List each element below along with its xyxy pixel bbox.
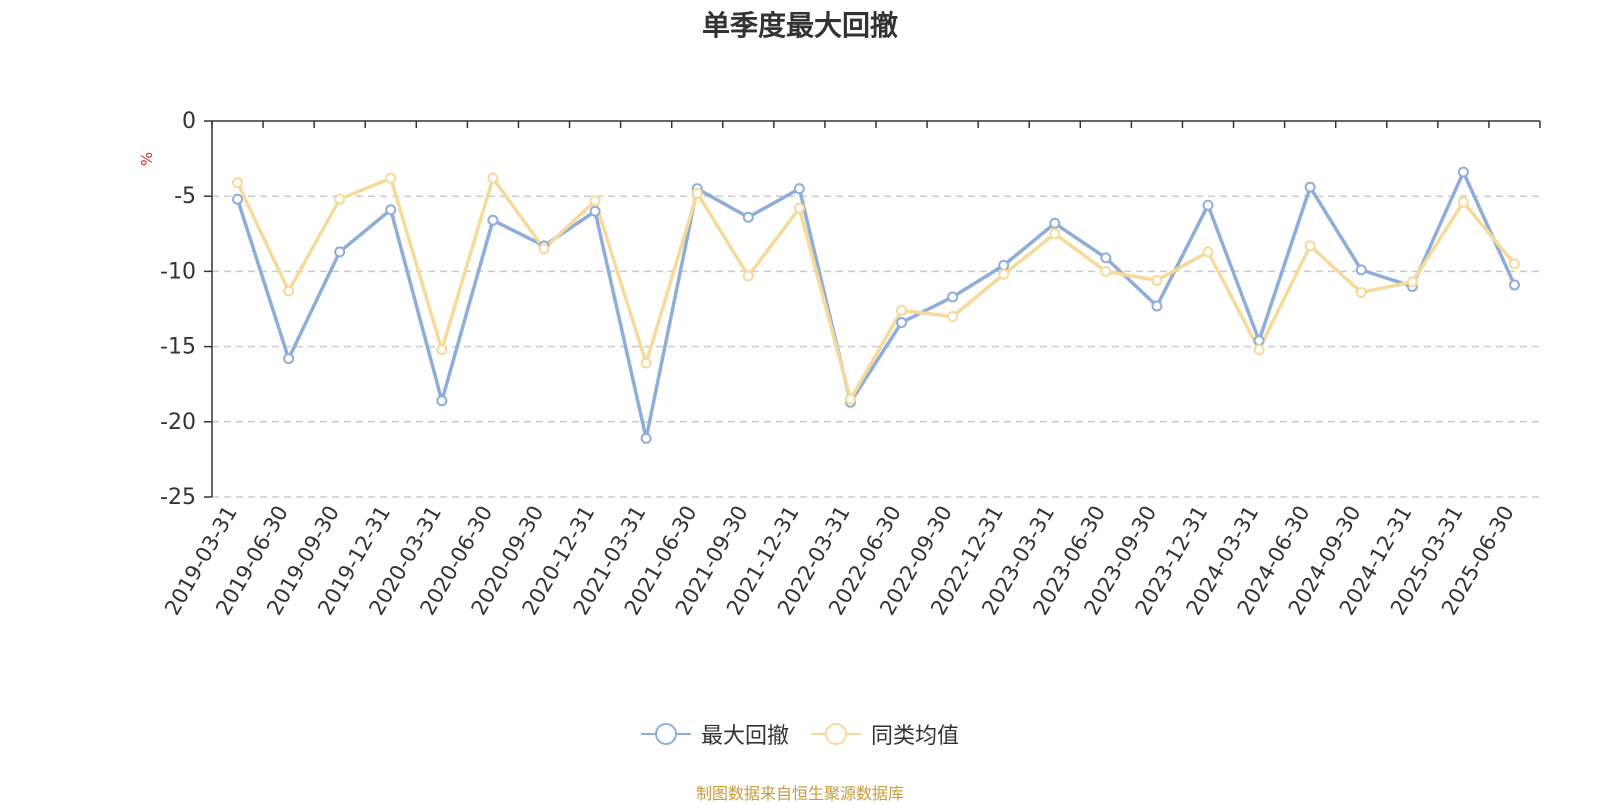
data-point-0 [742,211,754,223]
data-point-0 [385,204,397,216]
y-tick-label: -25 [160,485,196,510]
data-point-0 [436,395,448,407]
data-point-1 [1100,265,1112,277]
data-point-1 [1304,240,1316,252]
data-point-1 [1202,246,1214,258]
data-point-0 [232,193,244,205]
data-point-1 [691,187,703,199]
data-point-1 [1151,274,1163,286]
data-point-0 [1355,264,1367,276]
data-point-0 [1151,300,1163,312]
data-point-1 [232,177,244,189]
data-point-0 [1508,279,1520,291]
data-point-1 [334,193,346,205]
data-point-1 [538,243,550,255]
data-point-1 [844,393,856,405]
data-point-1 [487,172,499,184]
data-point-1 [1508,258,1520,270]
data-point-0 [640,432,652,444]
series-line-0 [235,170,1517,441]
data-point-1 [640,357,652,369]
data-point-1 [1253,344,1265,356]
y-tick-label: -20 [160,410,196,435]
data-point-0 [1049,217,1061,229]
legend-item-peer-average[interactable]: 同类均值 [811,718,959,750]
data-point-0 [283,353,295,365]
data-point-0 [793,183,805,195]
data-point-0 [1304,181,1316,193]
data-point-0 [487,214,499,226]
legend-label-peer-average: 同类均值 [871,724,960,749]
legend: 最大回撤 同类均值 [0,718,1600,750]
legend-label-max-drawdown: 最大回撤 [700,724,789,749]
data-point-1 [1355,286,1367,298]
data-point-1 [283,285,295,297]
data-point-0 [589,205,601,217]
series-lines [232,166,1520,444]
data-point-1 [1457,196,1469,208]
data-point-1 [1049,228,1061,240]
axes [204,120,1541,498]
y-tick-label: -10 [160,259,196,284]
data-point-1 [742,270,754,282]
data-point-1 [947,311,959,323]
legend-item-max-drawdown[interactable]: 最大回撤 [640,718,789,750]
data-point-0 [1100,252,1112,264]
data-point-0 [1457,166,1469,178]
data-source-note: 制图数据来自恒生聚源数据库 [695,784,904,803]
data-point-1 [1406,276,1418,288]
data-point-0 [1253,335,1265,347]
y-tick-label: 0 [182,109,196,134]
data-point-1 [589,195,601,207]
legend-swatch-peer-average [811,723,861,745]
legend-swatch-max-drawdown [640,723,691,745]
chart-title: 单季度最大回撤 [701,9,898,42]
data-point-0 [334,246,346,258]
data-point-1 [998,268,1010,280]
data-point-1 [896,305,908,317]
data-point-0 [896,317,908,329]
grid-lines [212,195,1540,498]
data-point-1 [385,172,397,184]
data-point-0 [1202,199,1214,211]
data-point-0 [998,259,1010,271]
data-point-0 [947,291,959,303]
y-tick-label: -5 [174,184,196,209]
data-point-1 [436,344,448,356]
data-point-1 [793,202,805,214]
y-tick-label: -15 [160,335,196,360]
series-line-1 [235,176,1516,401]
